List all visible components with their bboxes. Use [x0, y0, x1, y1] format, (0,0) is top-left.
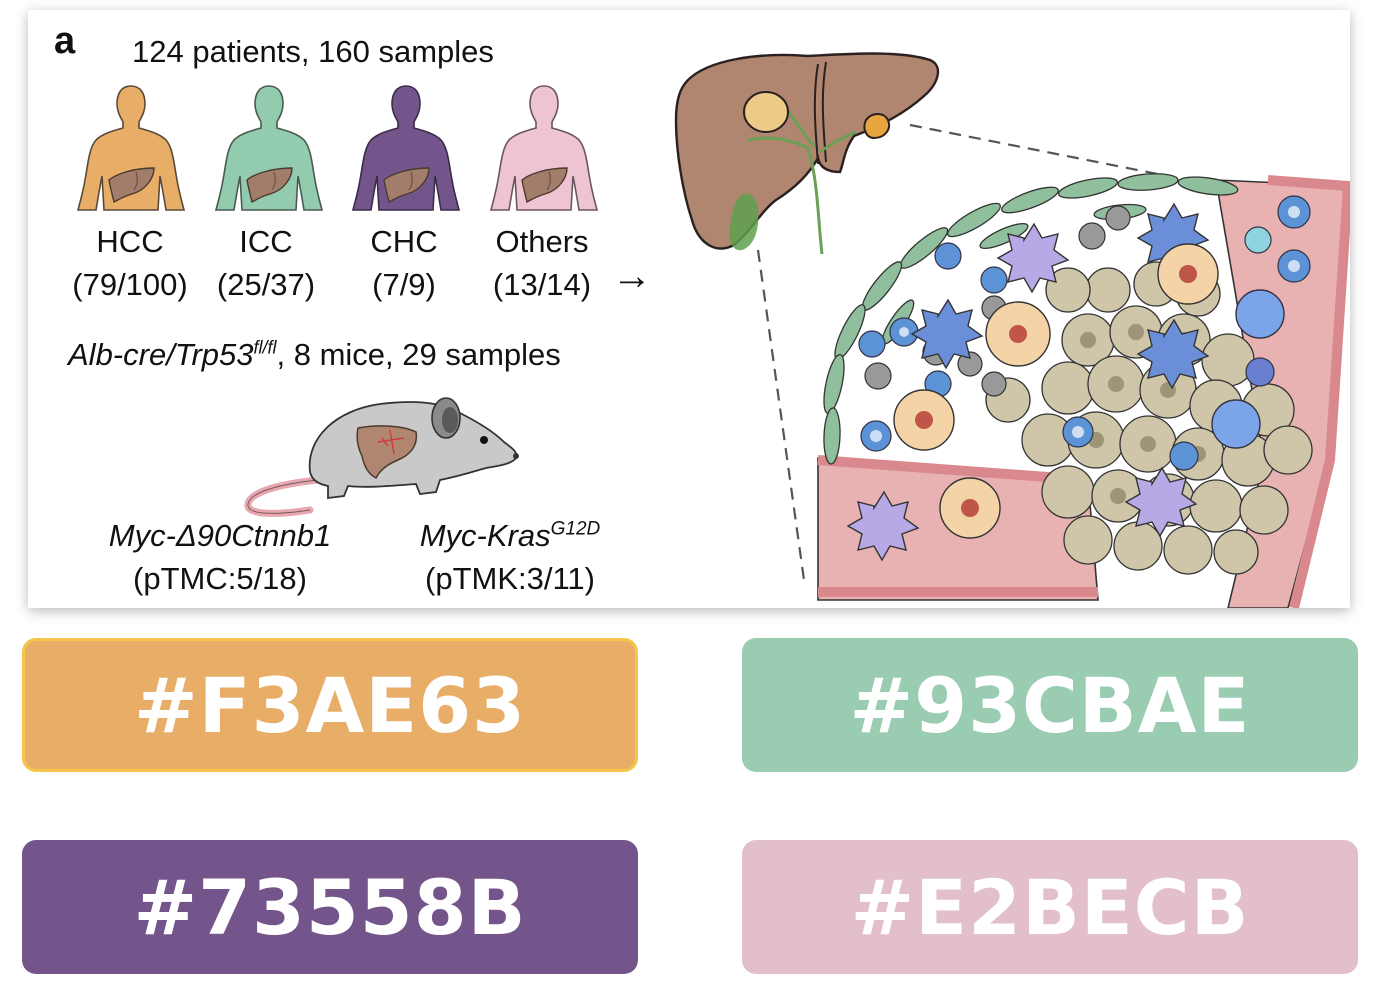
- tumor-microenvironment-illustration: [674, 52, 1350, 608]
- mouse-genotype: Alb-cre/Trp53: [68, 337, 254, 372]
- mouse-genotype-sup: fl/fl: [253, 337, 277, 358]
- color-swatch-others: #E2BECB: [742, 840, 1358, 974]
- group-name-icc: ICC: [239, 224, 293, 259]
- swatch-hex-label: #E2BECB: [850, 862, 1250, 952]
- color-swatch-chc: #73558B: [22, 840, 638, 974]
- group-counts-others: (13/14): [492, 267, 592, 302]
- group-name-chc: CHC: [370, 224, 438, 259]
- mouse-model-2-name: Myc-Kras: [419, 518, 551, 553]
- human-others-icon: [489, 85, 599, 211]
- color-swatch-hcc: #F3AE63: [22, 638, 638, 772]
- swatch-hex-label: #F3AE63: [134, 660, 526, 750]
- patients-header: 124 patients, 160 samples: [132, 34, 494, 69]
- human-chc-icon: [351, 85, 461, 211]
- mouse-model-2-sup: G12D: [550, 518, 601, 540]
- group-counts-icc: (25/37): [216, 267, 316, 302]
- group-counts-hcc: (79/100): [72, 267, 188, 302]
- group-counts-chc: (7/9): [372, 267, 436, 302]
- figure-panel: a 124 patients, 160 samples HCC (79/100)…: [28, 10, 1350, 608]
- mouse-model-1-prefix: Myc-Δ90: [108, 518, 232, 553]
- panel-letter: a: [54, 20, 76, 62]
- group-name-hcc: HCC: [96, 224, 164, 259]
- group-name-others: Others: [495, 224, 589, 259]
- mouse-model-myc-ctnnb1: Myc-Δ90Ctnnb1: [109, 518, 331, 554]
- mouse-icon: [244, 397, 519, 517]
- swatch-hex-label: #93CBAE: [849, 660, 1251, 750]
- mouse-model-details: , 8 mice, 29 samples: [276, 337, 561, 372]
- human-hcc-icon: [76, 85, 186, 211]
- mouse-model-1-counts: (pTMC:5/18): [133, 561, 307, 596]
- mouse-model-2-counts: (pTMK:3/11): [425, 561, 595, 596]
- color-swatch-icc: #93CBAE: [742, 638, 1358, 772]
- human-icc-icon: [214, 85, 324, 211]
- mouse-model-line: Alb-cre/Trp53fl/fl, 8 mice, 29 samples: [68, 337, 561, 373]
- mouse-model-1-name: Ctnnb1: [231, 518, 332, 553]
- arrow-right-icon: →: [612, 254, 652, 298]
- mouse-model-myc-kras: Myc-KrasG12D: [420, 518, 601, 554]
- swatch-hex-label: #73558B: [133, 862, 527, 952]
